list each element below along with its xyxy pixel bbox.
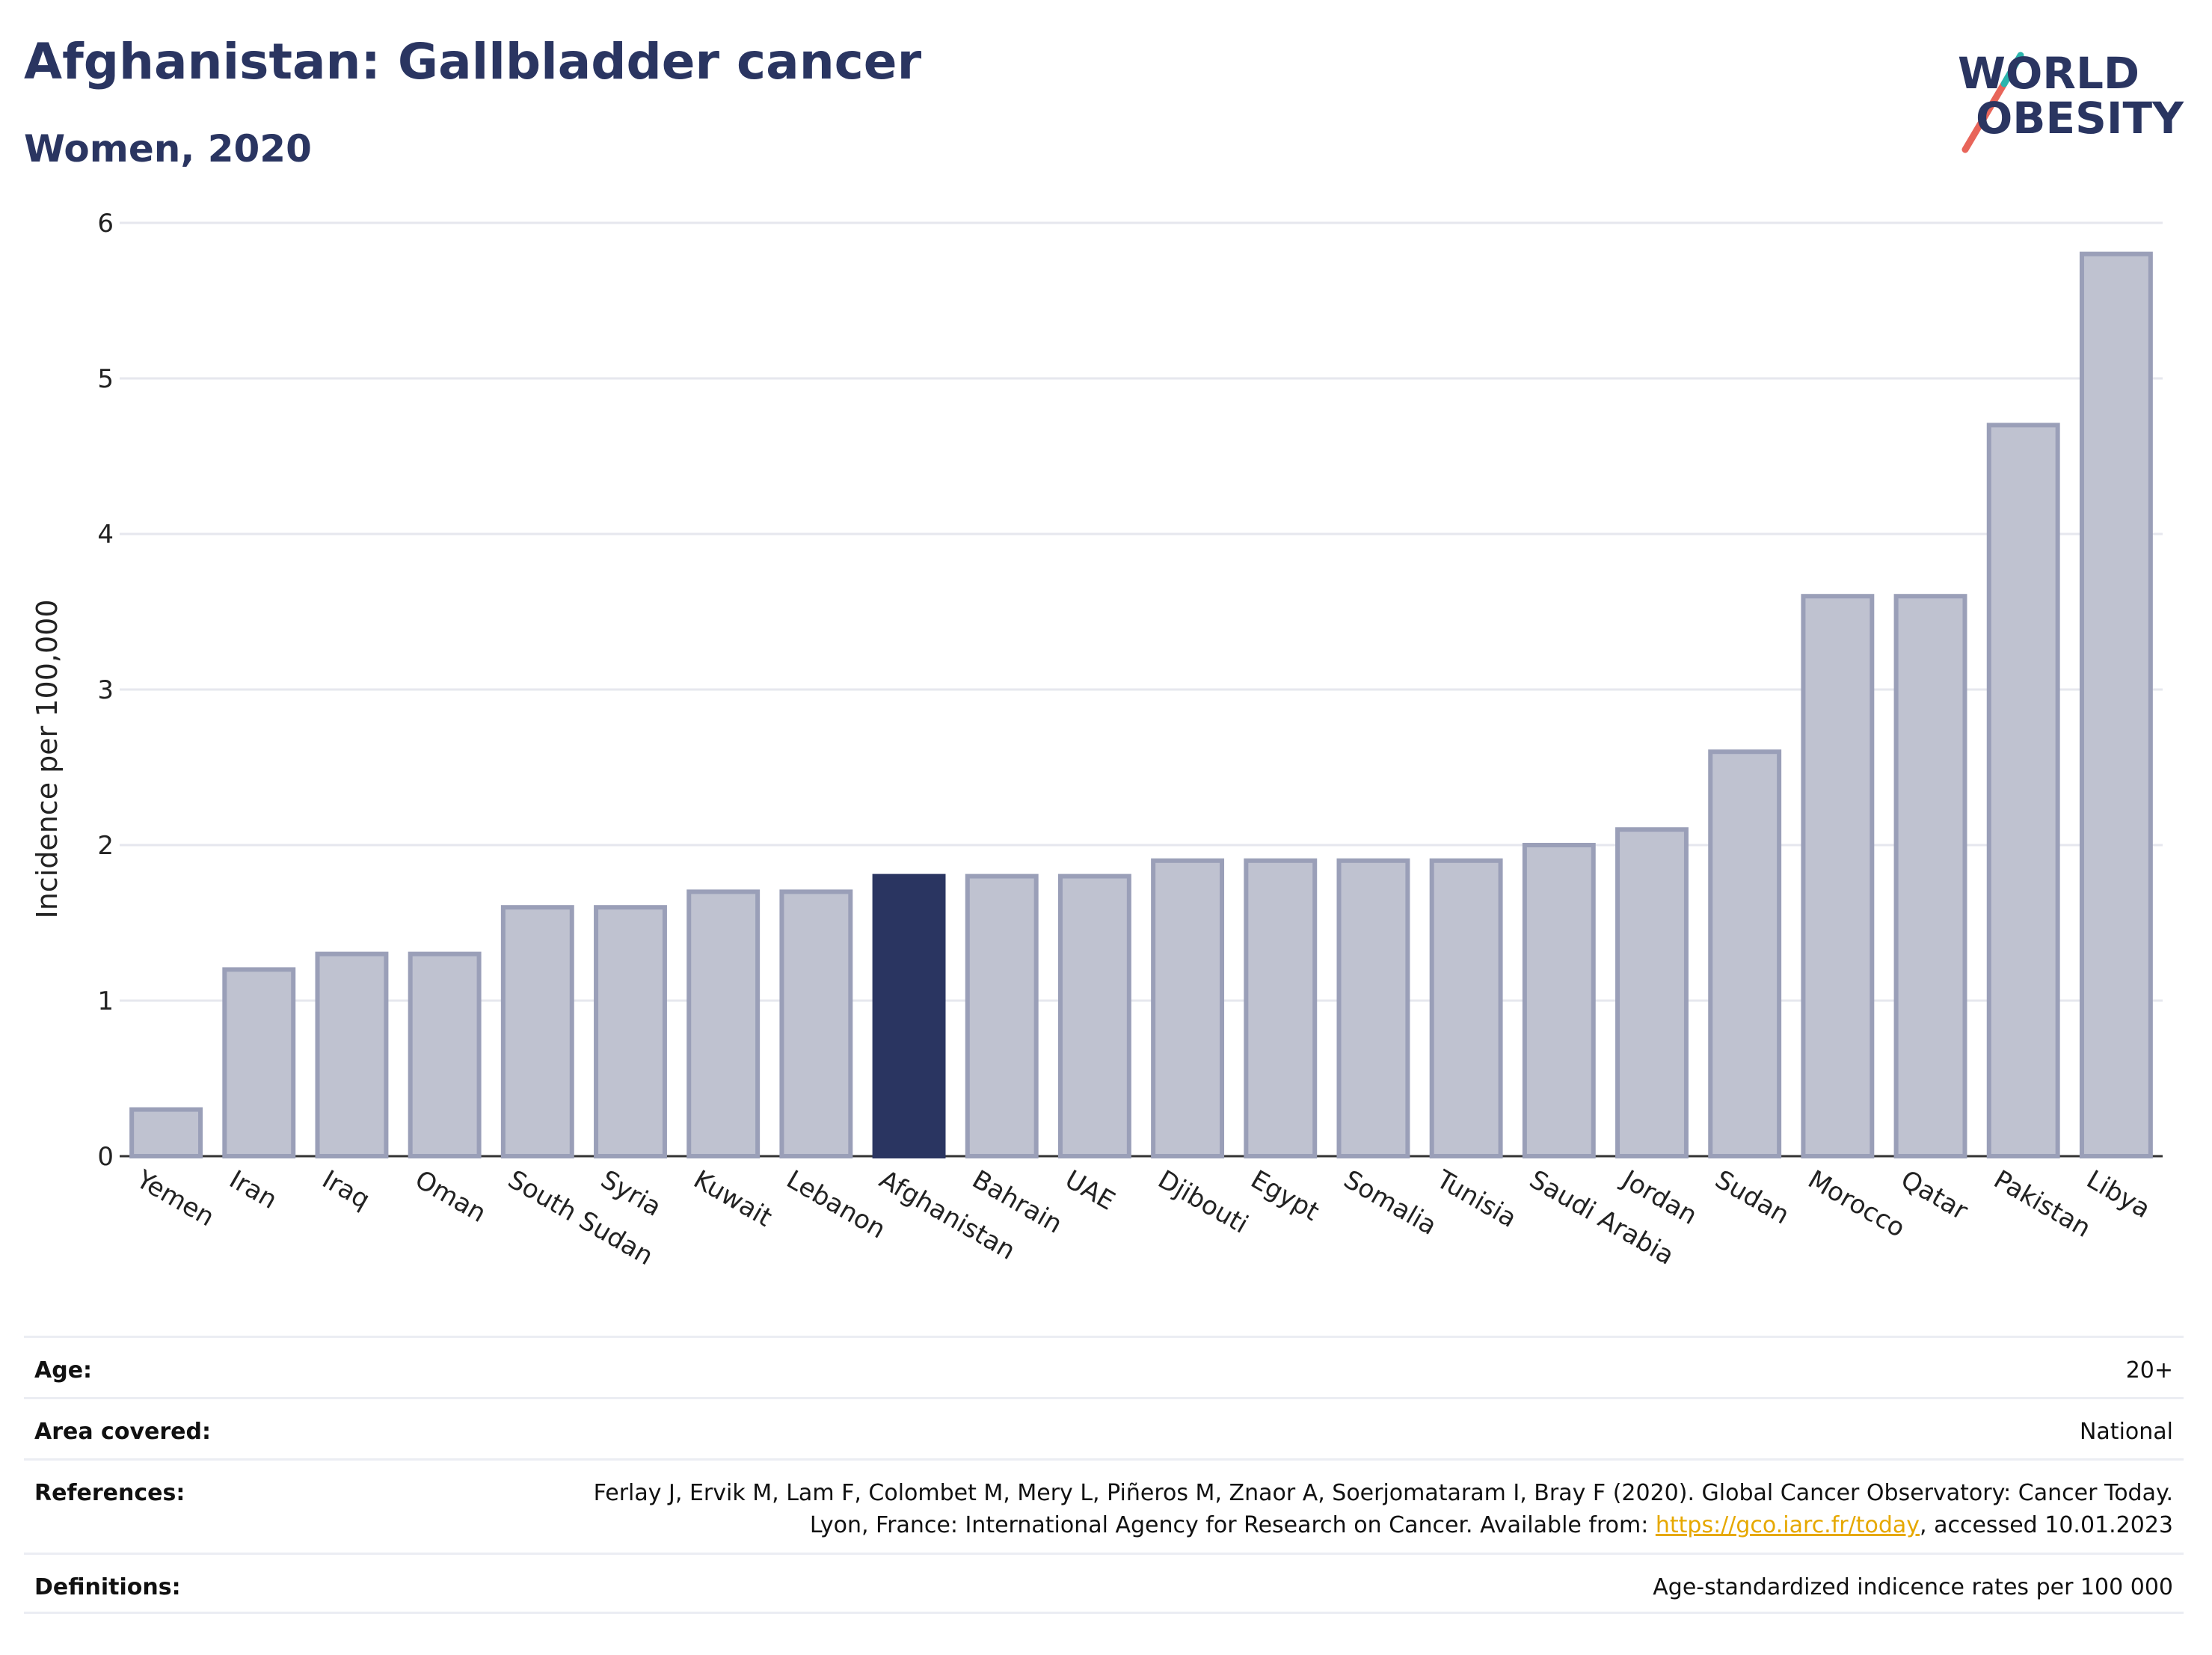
info-row-age: Age: 20+ (24, 1336, 2184, 1397)
bar-lebanon (779, 889, 853, 1159)
info-row-references: References: Ferlay J, Ervik M, Lam F, Co… (24, 1458, 2184, 1553)
info-value: 20+ (2125, 1357, 2173, 1384)
x-tick-label: UAE (1060, 1164, 1119, 1216)
y-tick-label: 5 (97, 364, 114, 394)
bar-libya (2079, 251, 2153, 1159)
references-link[interactable]: https://gco.iarc.fr/today (1655, 1512, 1920, 1538)
bar-south-sudan (500, 905, 574, 1158)
x-tick-label: Syria (596, 1164, 666, 1223)
bar-sudan (1708, 749, 1782, 1158)
info-key: Definitions: (34, 1574, 181, 1600)
y-tick-label: 6 (97, 209, 114, 239)
references-text-before: Ferlay J, Ervik M, Lam F, Colombet M, Me… (593, 1480, 2173, 1538)
bar-oman (408, 951, 482, 1158)
bar-afghanistan (872, 873, 946, 1158)
bar-morocco (1801, 594, 1875, 1158)
x-tick-label: Iraq (317, 1164, 375, 1215)
bar-egypt (1244, 858, 1318, 1159)
bar-tunisia (1429, 858, 1503, 1159)
info-table: Age: 20+ Area covered: National Referenc… (24, 1336, 2184, 1614)
world-obesity-logo: WORLD OBESITY (1958, 48, 2184, 153)
info-row-area: Area covered: National (24, 1397, 2184, 1458)
info-value: National (2079, 1419, 2173, 1445)
x-tick-label: Tunisia (1431, 1164, 1521, 1234)
references-text-after: , accessed 10.01.2023 (1920, 1512, 2173, 1538)
x-tick-label: Iran (224, 1164, 282, 1215)
logo-slash-top (2000, 52, 2024, 87)
x-tick-label: Oman (410, 1164, 491, 1229)
bar-pakistan (1986, 423, 2060, 1158)
bar-somalia (1336, 858, 1410, 1159)
y-tick-label: 0 (97, 1142, 114, 1172)
info-key: References: (34, 1480, 185, 1506)
bar-yemen (129, 1107, 203, 1158)
bar-iraq (315, 951, 389, 1158)
bar-uae (1057, 873, 1131, 1158)
bar-syria (594, 905, 667, 1158)
y-axis-title: Incidence per 100,000 (31, 599, 64, 918)
logo-line1: WORLD (1958, 48, 2139, 99)
logo-line2: OBESITY (1976, 93, 2184, 144)
info-row-definitions: Definitions: Age-standardized indicence … (24, 1553, 2184, 1614)
x-tick-label: Yemen (131, 1164, 220, 1233)
x-tick-label: Pakistan (1988, 1164, 2095, 1244)
y-tick-label: 4 (97, 520, 114, 550)
bar-qatar (1893, 594, 1967, 1158)
x-tick-label: Sudan (1710, 1164, 1795, 1230)
y-tick-labels: 0 1 2 3 4 5 6 (97, 209, 114, 1172)
x-tick-label: Lebanon (781, 1164, 891, 1244)
chart-title: Afghanistan: Gallbladder cancer (24, 33, 922, 90)
references-text: Ferlay J, Ervik M, Lam F, Colombet M, Me… (565, 1477, 2173, 1541)
x-tick-label: Somalia (1339, 1164, 1442, 1241)
x-tick-label: Kuwait (689, 1164, 777, 1232)
bar-kuwait (686, 889, 761, 1159)
info-value: Age-standardized indicence rates per 100… (1653, 1574, 2173, 1600)
x-tick-label: Djibouti (1153, 1164, 1253, 1240)
x-tick-label: Egypt (1246, 1164, 1324, 1227)
y-tick-label: 1 (97, 986, 114, 1016)
y-tick-label: 2 (97, 831, 114, 861)
bar-bahrain (965, 873, 1039, 1158)
info-key: Area covered: (34, 1419, 211, 1445)
bar-saudi-arabia (1522, 843, 1596, 1158)
chart-subtitle: Women, 2020 (24, 127, 312, 171)
x-tick-label: Morocco (1803, 1164, 1910, 1244)
info-key: Age: (34, 1357, 93, 1384)
bar-djibouti (1151, 858, 1225, 1159)
y-tick-label: 3 (97, 675, 114, 705)
bar-iran (222, 967, 296, 1159)
bars (129, 251, 2153, 1159)
bar-jordan (1615, 827, 1689, 1158)
logo-slash-bottom (1961, 80, 2008, 153)
